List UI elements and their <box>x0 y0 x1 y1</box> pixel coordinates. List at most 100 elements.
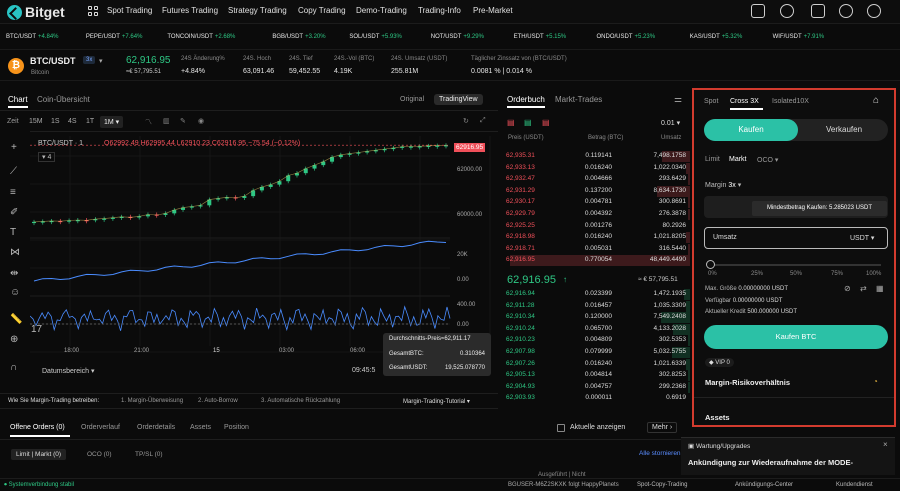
ticker-item[interactable]: NOT/USDT +9.29% <box>431 34 484 40</box>
emoji-icon[interactable]: ☺ <box>10 287 21 298</box>
ruler-icon[interactable]: 📏 <box>10 314 23 325</box>
more-button[interactable]: Mehr › <box>647 422 678 433</box>
amount-slider-thumb[interactable] <box>706 260 715 269</box>
orderbook-row[interactable]: 62,904.93 0.004757 299.2368 <box>506 381 690 393</box>
tab-order-details[interactable]: Orderdetails <box>137 424 176 431</box>
slider-mark[interactable]: 75% <box>831 271 844 277</box>
draw-icon[interactable]: ✎ <box>180 118 186 125</box>
slider-mark[interactable]: 25% <box>751 271 764 277</box>
ticker-item[interactable]: WIF/USDT +7.91% <box>773 34 825 40</box>
borrow-icon[interactable]: ⊘ <box>844 284 851 293</box>
orderbook-row[interactable]: 62,910.24 0.065700 4,133.2028 <box>506 323 690 335</box>
tab-coin-overview[interactable]: Coin-Übersicht <box>37 95 90 104</box>
nav-pre-market[interactable]: Pre-Market <box>473 6 513 15</box>
vip-badge[interactable]: ◆ VIP 0 <box>705 358 734 367</box>
footer-copy-trading[interactable]: Spot-Copy-Trading <box>637 482 688 488</box>
crosshair-icon[interactable]: + <box>11 142 17 153</box>
orderbook-row[interactable]: 62,907.98 0.079999 5,032.5755 <box>506 347 690 358</box>
interval-4s[interactable]: 4S <box>68 118 77 125</box>
tab-market-trades[interactable]: Markt-Trades <box>555 95 603 104</box>
ticker-item[interactable]: ETH/USDT +5.15% <box>514 34 567 40</box>
orderbook-row[interactable]: 62,907.26 0.016240 1,021.6339 <box>506 358 690 370</box>
orderbook-row[interactable]: 62,916.95 0.770054 48,449.4490 <box>506 255 690 267</box>
orderbook-row[interactable]: 62,932.47 0.004666 293.6429 <box>506 174 690 186</box>
orderbook-row[interactable]: 62,931.29 0.137200 8,634.1730 <box>506 185 690 197</box>
maintenance-notice[interactable]: ▣ Wartung/Upgrades × Ankündigung zur Wie… <box>681 437 895 475</box>
orderbook-row[interactable]: 62,903.93 0.000011 0.6919 <box>506 393 690 404</box>
interval-1s[interactable]: 1S <box>51 118 60 125</box>
order-type-oco[interactable]: OCO ▾ <box>757 157 779 164</box>
nav-copy-trading[interactable]: Copy Trading <box>298 6 346 15</box>
tab-orderbook[interactable]: Orderbuch <box>507 95 545 104</box>
nav-spot-trading[interactable]: Spot Trading <box>107 6 153 15</box>
slider-mark[interactable]: 50% <box>790 271 803 277</box>
order-type-limit[interactable]: Limit <box>705 156 720 163</box>
camera-icon[interactable]: ◉ <box>198 118 205 125</box>
filter-tpsl[interactable]: TP/SL (0) <box>135 451 163 458</box>
refresh-icon[interactable]: ↻ <box>463 118 469 125</box>
text-tool-icon[interactable]: T <box>10 227 17 238</box>
buy-button[interactable]: Kaufen <box>704 119 798 141</box>
bitget-logo[interactable]: Bitget <box>7 3 65 21</box>
calculator-icon[interactable]: ▦ <box>876 284 884 293</box>
orderbook-row[interactable]: 62,910.34 0.120000 7,549.2408 <box>506 312 690 324</box>
tab-spot[interactable]: Spot <box>704 98 719 105</box>
pair-symbol[interactable]: BTC/USDT <box>30 56 76 66</box>
user-icon[interactable] <box>780 4 794 18</box>
nav-strategy-trading[interactable]: Strategy Trading <box>228 6 287 15</box>
pattern-icon[interactable]: ⋈ <box>10 247 20 258</box>
tab-assets[interactable]: Assets <box>190 424 212 431</box>
orderbook-row[interactable]: 62,910.23 0.004809 302.5353 <box>506 335 690 347</box>
buy-btc-button[interactable]: Kaufen BTC <box>704 325 888 349</box>
orderbook-row[interactable]: 62,929.79 0.004392 276.3878 <box>506 209 690 220</box>
zoom-icon[interactable]: ⊕ <box>10 334 19 345</box>
slider-mark[interactable]: 100% <box>866 271 882 277</box>
orderbook-row[interactable]: 62,918.98 0.016240 1,021.8205 <box>506 232 690 244</box>
nav-demo-trading[interactable]: Demo-Trading <box>356 6 407 15</box>
order-type-market[interactable]: Markt <box>729 156 747 163</box>
globe-icon[interactable] <box>839 4 853 18</box>
orderbook-row[interactable]: 62,916.94 0.023399 1,472.1935 <box>506 289 690 300</box>
amount-unit[interactable]: USDT ▾ <box>850 235 875 242</box>
orderbook-row[interactable]: 62,918.71 0.005031 316.5440 <box>506 243 690 255</box>
ticker-item[interactable]: PEPE/USDT +7.64% <box>86 34 143 40</box>
tab-order-history[interactable]: Orderverlauf <box>81 424 120 431</box>
sliders-icon[interactable]: ⚌ <box>674 94 683 104</box>
amount-slider-track[interactable] <box>710 264 881 266</box>
wallet-icon[interactable] <box>751 4 765 18</box>
ticker-item[interactable]: BTC/USDT +4.84% <box>6 34 59 40</box>
price-chart[interactable] <box>30 136 498 372</box>
view-tradingview[interactable]: TradingView <box>434 94 483 105</box>
fullscreen-icon[interactable]: ⤢ <box>480 117 486 124</box>
sell-button[interactable]: Verkaufen <box>825 125 863 134</box>
view-original[interactable]: Original <box>400 96 425 103</box>
tab-open-orders[interactable]: Offene Orders (0) <box>10 424 65 431</box>
show-current-label[interactable]: Aktuelle anzeigen <box>570 424 626 431</box>
tab-chart[interactable]: Chart <box>8 95 28 104</box>
tab-isolated[interactable]: Isolated10X <box>772 98 809 105</box>
brush-icon[interactable]: ✐ <box>10 207 19 218</box>
trendline-icon[interactable]: ⟋ <box>10 166 17 177</box>
footer-announcements[interactable]: Ankündigungs-Center <box>735 482 794 488</box>
orderbook-row[interactable]: 62,933.13 0.016240 1,022.0340 <box>506 162 690 174</box>
interval-15m[interactable]: 15M <box>29 118 43 125</box>
filter-oco[interactable]: OCO (0) <box>87 451 112 458</box>
precision-select[interactable]: 0.01 ▾ <box>661 120 681 127</box>
tab-position[interactable]: Position <box>224 424 249 431</box>
robot-icon[interactable]: ⌂ <box>873 95 880 106</box>
orderbook-row[interactable]: 62,935.31 0.119141 7,498.1758 <box>506 151 690 162</box>
magnet-icon[interactable]: ∩ <box>10 362 18 373</box>
chevron-down-icon[interactable]: ▾ <box>99 58 103 65</box>
indicator-icon[interactable]: 〽 <box>145 119 152 126</box>
apps-grid-icon[interactable] <box>88 6 98 16</box>
view-bids-icon[interactable]: ▤ <box>524 118 532 127</box>
ticker-item[interactable]: ONDO/USDT +5.23% <box>597 34 656 40</box>
nav-futures-trading[interactable]: Futures Trading <box>162 6 219 15</box>
transfer-icon[interactable]: ⇄ <box>860 284 867 293</box>
ticker-item[interactable]: BGB/USDT +3.20% <box>272 34 325 40</box>
ticker-item[interactable]: SOL/USDT +5.93% <box>349 34 402 40</box>
orderbook-row[interactable]: 62,925.25 0.001276 80.2926 <box>506 221 690 232</box>
theme-toggle-icon[interactable] <box>867 4 881 18</box>
indicator-collapse[interactable]: ▾ 4 <box>38 152 56 162</box>
ticker-item[interactable]: KAS/USDT +5.32% <box>690 34 743 40</box>
